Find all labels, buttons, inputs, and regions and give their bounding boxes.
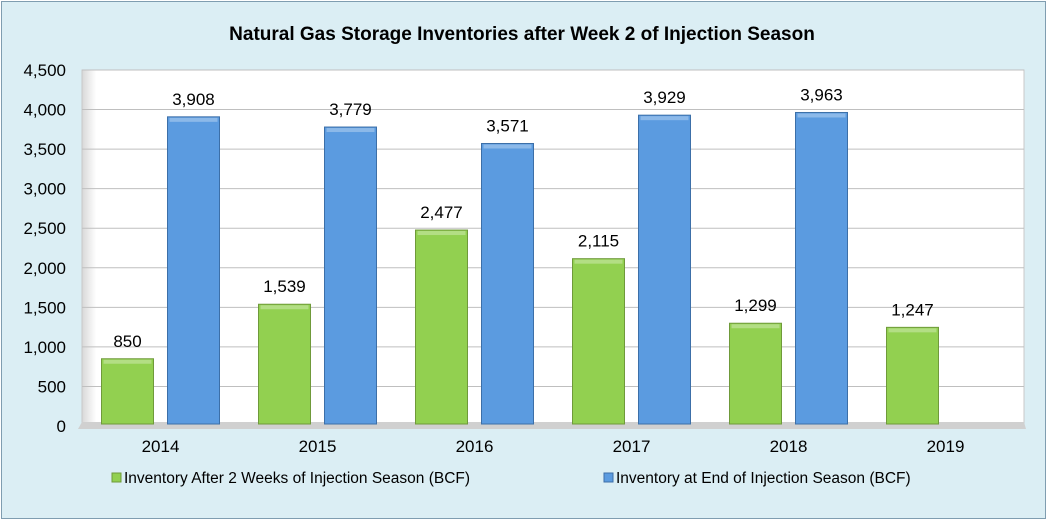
bar-end-season	[481, 142, 534, 425]
bar-two-weeks	[729, 322, 782, 425]
data-label: 3,571	[486, 116, 529, 135]
bar-bevel	[640, 116, 689, 121]
bar-end-season	[324, 126, 377, 425]
data-label: 2,477	[420, 203, 463, 222]
bar-bevel	[169, 117, 218, 122]
bar-two-weeks	[258, 303, 311, 425]
x-tick-label: 2018	[770, 437, 808, 456]
y-tick-label: 2,000	[23, 259, 66, 278]
bar	[324, 126, 377, 425]
bar-bevel	[417, 231, 466, 236]
data-label: 3,929	[643, 88, 686, 107]
bar-end-season	[795, 111, 848, 425]
chart-title: Natural Gas Storage Inventories after We…	[229, 24, 815, 45]
y-tick-label: 0	[57, 417, 66, 436]
bar-bevel	[797, 113, 846, 118]
y-tick-label: 1,000	[23, 338, 66, 357]
y-tick-label: 4,000	[23, 101, 66, 120]
bar-end-season	[167, 116, 220, 425]
bar	[415, 229, 468, 425]
x-tick-label: 2019	[927, 437, 965, 456]
y-tick-label: 3,500	[23, 140, 66, 159]
legend-label: Inventory After 2 Weeks of Injection Sea…	[124, 470, 470, 487]
bar	[258, 303, 311, 425]
bar-two-weeks	[101, 358, 154, 425]
bar	[101, 358, 154, 425]
data-label: 1,247	[891, 300, 934, 319]
bar-bevel	[483, 144, 532, 149]
data-label: 1,539	[263, 277, 306, 296]
y-tick-label: 500	[38, 377, 66, 396]
data-label: 3,908	[172, 90, 215, 109]
data-label: 1,299	[734, 296, 777, 315]
bar-bevel	[574, 259, 623, 264]
bar-bevel	[731, 324, 780, 329]
bar	[167, 116, 220, 425]
x-tick-label: 2015	[299, 437, 337, 456]
bar	[481, 142, 534, 425]
bar-bevel	[103, 359, 152, 364]
y-tick-label: 2,500	[23, 219, 66, 238]
bar	[729, 322, 782, 425]
legend-swatch	[111, 472, 122, 483]
bar	[638, 114, 691, 425]
data-label: 850	[113, 332, 141, 351]
bar-bevel	[326, 128, 375, 133]
bar-bevel	[260, 305, 309, 310]
bar-two-weeks	[572, 258, 625, 425]
bar	[572, 258, 625, 425]
data-label: 2,115	[578, 232, 619, 251]
x-tick-label: 2017	[613, 437, 651, 456]
data-label: 3,963	[800, 85, 843, 104]
data-label: 3,779	[329, 100, 372, 119]
y-tick-label: 3,000	[23, 180, 66, 199]
bar-two-weeks	[886, 326, 939, 425]
plot-area	[81, 69, 1025, 427]
bar	[886, 326, 939, 425]
bar	[795, 111, 848, 425]
y-tick-label: 1,500	[23, 298, 66, 317]
y-tick-label: 4,500	[23, 61, 66, 80]
bar-end-season	[638, 114, 691, 425]
bar-two-weeks	[415, 229, 468, 425]
bar-bevel	[888, 328, 937, 333]
x-tick-label: 2014	[142, 437, 180, 456]
legend-swatch	[603, 472, 614, 483]
x-tick-label: 2016	[456, 437, 494, 456]
legend-label: Inventory at End of Injection Season (BC…	[616, 470, 911, 487]
plot-floor	[78, 422, 1026, 429]
